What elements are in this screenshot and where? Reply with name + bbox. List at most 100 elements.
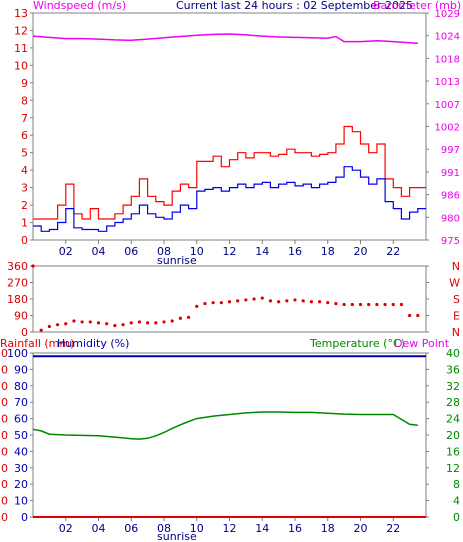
rain-x-axis-tick-label: 04 — [92, 522, 106, 535]
temperature-axis-tick-label: 28 — [446, 396, 460, 409]
windspeed-axis-tick-label: 10 — [14, 59, 28, 72]
humidity-axis-tick-label: 30 — [14, 462, 28, 475]
panel-wind-series — [32, 33, 426, 232]
wind-direction-point — [277, 300, 281, 304]
direction-axis-tick-label: 0 — [21, 326, 28, 339]
wind-direction-point — [375, 302, 379, 307]
wind-direction-point — [268, 299, 273, 303]
wind-direction-point — [219, 301, 223, 305]
compass-axis-tick-label: W — [449, 277, 460, 290]
rainfall-axis-tick-label: 0 — [1, 445, 8, 458]
humidity-axis-tick-label: 50 — [14, 429, 28, 442]
humidity-axis-tick-label: 70 — [14, 396, 28, 409]
temperature-axis-tick-label: 36 — [446, 363, 460, 376]
rain-x-axis-tick-label: 14 — [255, 522, 269, 535]
wind-direction-point — [342, 302, 346, 307]
wind-direction-point — [326, 301, 330, 305]
rainfall-axis-tick-label: 0 — [1, 495, 8, 508]
wind-x-axis-tick-label: 22 — [386, 245, 400, 258]
wind-direction-point — [80, 320, 84, 324]
wind-direction-point — [358, 302, 363, 307]
wind-x-axis-tick-label: 20 — [354, 245, 368, 258]
compass-axis-tick-label: E — [453, 310, 460, 323]
rain-x-axis-tick-label: 10 — [190, 522, 204, 535]
rain-x-axis-tick-label: 08 — [157, 522, 171, 535]
wind-direction-point — [137, 320, 142, 324]
rain-x-axis-tick-label: 02 — [59, 522, 73, 535]
wind-direction-point — [178, 316, 182, 320]
wind-x-axis-tick-label: 02 — [59, 245, 73, 258]
wind-direction-point — [399, 302, 404, 307]
barometer-line — [32, 33, 418, 45]
rain-x-axis-tick-label: 16 — [288, 522, 302, 535]
humidity-axis-tick-label: 90 — [14, 363, 28, 376]
temperature-axis-tick-label: 40 — [446, 347, 460, 360]
windspeed-axis-tick-label: 6 — [21, 129, 28, 142]
temperature-axis-tick-label: 12 — [446, 462, 460, 475]
barometer-axis-tick-label: 980 — [441, 213, 460, 224]
rainfall-axis-tick-label: 0 — [1, 380, 8, 393]
barometer-axis-tick-label: 1018 — [435, 54, 460, 65]
compass-axis-tick-label: N — [452, 260, 460, 273]
wind-direction-point — [350, 302, 354, 307]
panel-wind-sunrise-label: sunrise — [157, 254, 197, 267]
humidity-axis-tick-label: 60 — [14, 413, 28, 426]
compass-axis-tick-label: N — [452, 326, 460, 339]
windspeed-axis-tick-label: 12 — [14, 24, 28, 37]
wind-direction-point — [301, 299, 305, 303]
humidity-axis-tick-label: 10 — [14, 495, 28, 508]
wind-direction-point — [121, 323, 125, 327]
humidity-axis-title: Humidity (%) — [57, 337, 129, 350]
chart-title: Current last 24 hours : 02 September 202… — [176, 0, 413, 12]
windspeed-axis-tick-label: 5 — [21, 147, 28, 160]
panel-rain-x-axis: 02 04 06 08 10 12 14 16 18 20 22 — [59, 517, 400, 535]
panel-rain-sunrise-label: sunrise — [157, 530, 197, 542]
wind-direction-point — [154, 321, 158, 325]
humidity-axis-tick-label: 40 — [14, 445, 28, 458]
windspeed-axis-tick-label: 4 — [21, 164, 28, 177]
wind-direction-point — [236, 299, 240, 303]
barometer-axis-title: Barometer (mb) — [373, 0, 461, 12]
barometer-axis-tick-label: 997 — [441, 145, 460, 156]
wind-direction-point — [416, 313, 420, 318]
humidity-axis-tick-label: 100 — [7, 347, 28, 360]
rainfall-axis-tick-label: 0 — [1, 396, 8, 409]
windspeed-axis-tick-label: 13 — [14, 7, 28, 20]
wind-direction-point — [55, 323, 60, 327]
rain-x-axis-tick-label: 12 — [223, 522, 237, 535]
temperature-axis-tick-label: 24 — [446, 413, 460, 426]
rainfall-axis-tick-label: 0 — [1, 429, 8, 442]
wind-direction-point — [293, 298, 297, 302]
wind-direction-point — [334, 301, 338, 306]
humidity-axis-tick-label: 20 — [14, 478, 28, 491]
wind-direction-point — [170, 319, 174, 323]
wind-x-axis-tick-label: 14 — [255, 245, 269, 258]
wind-x-axis-tick-label: 04 — [92, 245, 106, 258]
barometer-axis-tick-label: 1024 — [435, 32, 460, 43]
wind-direction-point — [244, 298, 248, 302]
wind-direction-point — [72, 319, 76, 323]
rain-x-axis-tick-label: 20 — [354, 522, 368, 535]
windspeed-axis-tick-label: 2 — [21, 199, 28, 212]
wind-x-axis-tick-label: 12 — [223, 245, 237, 258]
wind-direction-point — [367, 302, 371, 307]
direction-axis-tick-label: 360 — [7, 260, 28, 273]
wind-direction-point — [211, 301, 215, 305]
wind-direction-point — [96, 321, 101, 325]
rainfall-axis-title: Rainfall (mm) — [0, 337, 74, 350]
dewpoint-axis-title: Dew Point — [394, 337, 450, 350]
humidity-axis-tick-label: 0 — [21, 511, 28, 524]
wind-direction-point — [195, 304, 199, 308]
barometer-axis-tick-label: 1002 — [435, 123, 460, 134]
temperature-axis-tick-label: 20 — [446, 429, 460, 442]
wind-x-axis-tick-label: 08 — [157, 245, 171, 258]
wind-gust-line — [33, 125, 426, 220]
wind-direction-point — [64, 322, 68, 326]
rainfall-axis-tick-label: 0 — [1, 478, 8, 491]
panel-direction-left-axis: 0 90 180 270 360 — [7, 260, 33, 339]
compass-axis-tick-label: S — [453, 293, 460, 306]
barometer-axis-tick-label: 986 — [441, 191, 460, 202]
